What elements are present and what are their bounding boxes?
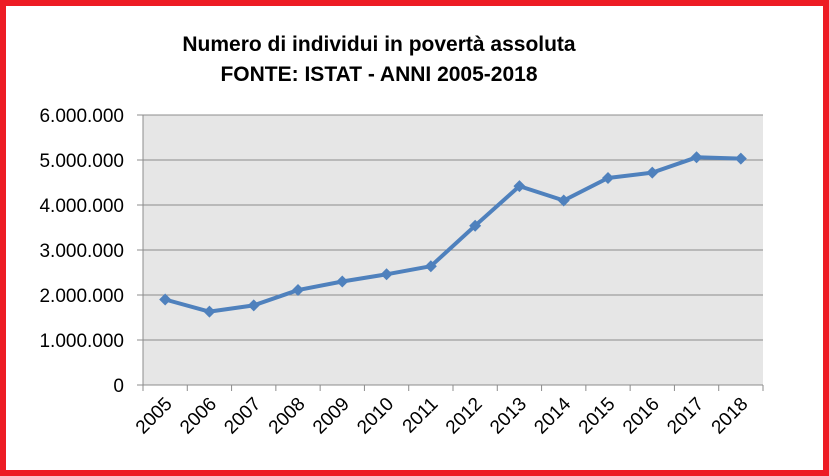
chart-title-line1: Numero di individui in povertà assoluta <box>182 33 576 56</box>
data-point <box>690 151 703 164</box>
x-tick-label: 2017 <box>663 394 708 439</box>
y-tick-label: 6.000.000 <box>39 106 124 127</box>
data-point <box>380 268 393 281</box>
x-tick-label: 2005 <box>132 394 177 439</box>
x-tick-label: 2011 <box>399 394 443 438</box>
data-point <box>203 305 216 318</box>
x-tick-label: 2007 <box>221 394 266 439</box>
y-tick-label: 2.000.000 <box>39 286 124 307</box>
chart-title: Numero di individui in povertà assoluta … <box>0 30 758 90</box>
data-point <box>336 275 349 288</box>
y-tick-label: 4.000.000 <box>39 196 124 217</box>
x-tick-label: 2014 <box>531 393 576 438</box>
data-point <box>734 152 747 165</box>
x-axis-ticks: 2005 2006 2007 2008 2009 2010 2011 2012 2013 2014… <box>132 385 764 439</box>
series-line-path <box>164 155 741 314</box>
x-tick-label: 2009 <box>309 394 354 439</box>
series-line <box>159 151 747 318</box>
data-point <box>247 299 260 312</box>
chart-title-line2: FONTE: ISTAT - ANNI 2005-2018 <box>220 63 538 86</box>
x-tick-label: 2015 <box>575 394 620 439</box>
axes <box>142 115 763 386</box>
x-tick-label: 2006 <box>176 394 221 439</box>
x-tick-label: 2008 <box>265 394 310 439</box>
y-tick-label: 5.000.000 <box>39 151 124 172</box>
x-tick-label: 2012 <box>442 394 487 439</box>
data-point <box>602 172 614 184</box>
data-point <box>424 260 437 273</box>
y-tick-label: 0 <box>113 376 124 397</box>
y-tick-label: 3.000.000 <box>39 241 124 262</box>
data-point <box>292 284 304 297</box>
y-axis-ticks: 0 1.000.000 2.000.000 3.000.000 4.000.000 5.0… <box>39 106 143 397</box>
data-point <box>557 194 570 207</box>
data-point <box>469 219 482 232</box>
x-tick-label: 2018 <box>708 394 753 439</box>
gridlines <box>143 114 763 341</box>
data-point <box>159 293 172 306</box>
x-tick-label: 2013 <box>486 394 531 439</box>
y-tick-label: 1.000.000 <box>39 331 124 352</box>
data-point <box>513 180 526 193</box>
x-tick-label: 2016 <box>619 394 664 439</box>
data-point <box>646 166 659 179</box>
x-tick-label: 2010 <box>353 394 398 439</box>
